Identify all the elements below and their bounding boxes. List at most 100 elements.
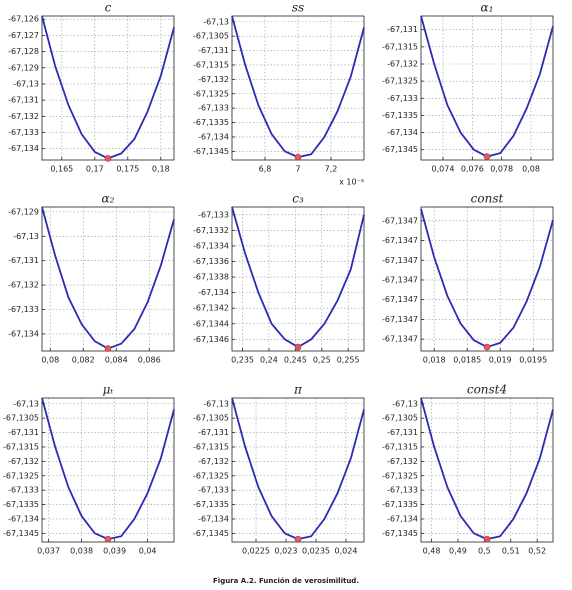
y-tick-label: -67,1338	[193, 273, 229, 282]
y-tick-label: -67,1347	[382, 236, 418, 245]
x-tick-label: 0,18	[152, 165, 170, 174]
x-tick-label: 0,51	[502, 547, 520, 556]
x-tick-label: 0,255	[337, 356, 360, 365]
y-tick-label: -67,134	[387, 128, 418, 137]
chart-title: π	[293, 383, 303, 397]
y-tick-label: -67,132	[8, 281, 39, 290]
y-tick-label: -67,1335	[193, 118, 229, 127]
x-tick-label: 0,076	[461, 165, 484, 174]
chart-title: c	[105, 1, 112, 15]
y-tick-label: -67,132	[387, 457, 418, 466]
y-tick-label: -67,1305	[382, 414, 418, 423]
x-tick-label: 0,24	[260, 356, 278, 365]
x-tick-label: 0,0235	[302, 547, 330, 556]
y-tick-label: -67,1334	[193, 241, 229, 250]
y-tick-label: -67,129	[8, 63, 39, 72]
y-tick-label: -67,1336	[193, 257, 229, 266]
y-tick-label: -67,1315	[193, 60, 229, 69]
y-tick-label: -67,1315	[3, 442, 39, 451]
y-tick-label: -67,1325	[3, 471, 39, 480]
y-tick-label: -67,132	[8, 457, 39, 466]
y-tick-label: -67,13	[13, 399, 39, 408]
y-tick-label: -67,1335	[382, 111, 418, 120]
chart-title: const	[471, 192, 504, 206]
curve	[41, 397, 175, 541]
minimum-marker	[104, 345, 112, 352]
y-tick-label: -67,1345	[3, 529, 39, 538]
y-tick-label: -67,13	[13, 79, 39, 88]
y-tick-label: -67,131	[198, 46, 229, 55]
curve	[420, 397, 554, 541]
x-tick-label: 0,078	[490, 165, 513, 174]
x-tick-label: 7,2	[325, 165, 338, 174]
x-tick-label: 0,48	[423, 547, 441, 556]
y-tick-label: -67,1315	[382, 42, 418, 51]
x-tick-label: 6,8	[259, 165, 272, 174]
y-tick-label: -67,133	[387, 94, 418, 103]
y-tick-label: -67,1342	[193, 304, 229, 313]
caption: Figura A.2. Función de verosimilitud.	[213, 577, 359, 585]
curve	[231, 397, 365, 541]
y-tick-label: -67,133	[8, 305, 39, 314]
x-tick-label: 0,038	[70, 547, 93, 556]
x-tick-label: 0,018	[423, 356, 446, 365]
minimum-marker	[104, 535, 112, 543]
x-tick-label: 0,023	[275, 547, 298, 556]
y-tick-label: -67,134	[8, 144, 39, 153]
y-tick-label: -67,1325	[382, 77, 418, 86]
y-tick-label: -67,134	[8, 329, 39, 338]
y-tick-label: -67,128	[8, 47, 39, 56]
chart-title: μₜ	[103, 383, 114, 397]
y-tick-label: -67,133	[198, 104, 229, 113]
minimum-marker	[483, 343, 491, 351]
x-tick-label: 0,235	[231, 356, 254, 365]
y-tick-label: -67,1345	[382, 145, 418, 154]
y-tick-label: -67,132	[387, 60, 418, 69]
y-tick-label: -67,1345	[382, 529, 418, 538]
curve	[420, 15, 554, 158]
x-tick-label: 0,245	[284, 356, 307, 365]
y-tick-label: -67,133	[8, 128, 39, 137]
y-tick-label: -67,1347	[382, 315, 418, 324]
x-tick-label: 0,04	[139, 547, 157, 556]
y-tick-label: -67,13	[203, 17, 229, 26]
x-tick-label: 0,49	[449, 547, 467, 556]
y-tick-label: -67,1335	[3, 500, 39, 509]
x-tick-label: 0,25	[313, 356, 331, 365]
x-tick-label: 0,52	[528, 547, 546, 556]
y-tick-label: -67,132	[198, 75, 229, 84]
chart-title: α₂	[102, 192, 115, 206]
x-tick-label: 0,037	[37, 547, 60, 556]
x-tick-label: 0,019	[489, 356, 512, 365]
chart-title: const4	[467, 383, 507, 397]
chart-title: α₁	[481, 1, 494, 15]
minimum-marker	[294, 535, 302, 543]
annotation: x 10⁻³	[339, 178, 364, 187]
x-tick-label: 0,074	[432, 165, 455, 174]
y-tick-label: -67,1305	[193, 414, 229, 423]
plot-frame	[420, 15, 554, 161]
y-tick-label: -67,1335	[193, 500, 229, 509]
y-tick-label: -67,1346	[193, 335, 229, 344]
y-tick-label: -67,1347	[382, 216, 418, 225]
y-tick-label: -67,1332	[193, 226, 229, 235]
x-tick-label: 0,165	[50, 165, 73, 174]
x-tick-label: 0,082	[72, 356, 95, 365]
y-tick-label: -67,1347	[382, 335, 418, 344]
minimum-marker	[294, 343, 302, 351]
y-tick-label: -67,1305	[3, 414, 39, 423]
x-tick-label: 0,175	[116, 165, 139, 174]
x-tick-label: 0,08	[522, 165, 540, 174]
y-tick-label: -67,131	[198, 428, 229, 437]
x-tick-label: 7	[295, 165, 300, 174]
y-tick-label: -67,131	[8, 96, 39, 105]
y-tick-label: -67,133	[198, 210, 229, 219]
y-tick-label: -67,131	[8, 428, 39, 437]
curve	[41, 206, 175, 350]
y-tick-label: -67,133	[198, 486, 229, 495]
y-tick-label: -67,1347	[382, 275, 418, 284]
y-tick-label: -67,131	[387, 25, 418, 34]
y-tick-label: -67,134	[387, 514, 418, 523]
minimum-marker	[483, 535, 491, 543]
